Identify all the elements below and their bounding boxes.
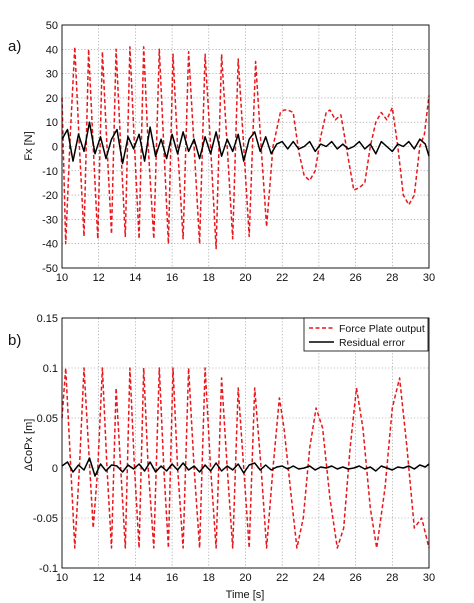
x-tick-label: 30: [423, 272, 435, 284]
x-tick-label: 14: [129, 572, 141, 584]
legend-box: [303, 317, 429, 352]
y-tick-label: -50: [42, 263, 58, 275]
y-tick-label: -10: [42, 166, 58, 178]
x-tick-label: 10: [56, 572, 68, 584]
y-tick-label: 0.1: [43, 363, 58, 375]
x-tick-label: 28: [386, 272, 398, 284]
y-tick-label: -30: [42, 214, 58, 226]
x-tick-label: 14: [129, 272, 141, 284]
panel-label-b: b): [8, 332, 21, 349]
x-tick-label: 18: [203, 272, 215, 284]
x-tick-label: 26: [349, 572, 361, 584]
x-tick-label: 18: [203, 572, 215, 584]
y-tick-label: 40: [46, 44, 58, 56]
x-tick-label: 26: [349, 272, 361, 284]
y-tick-label: 0.15: [37, 313, 58, 325]
chart-panel-b: b) ΔCoPx [m] Time [s] Force Plate output…: [8, 313, 435, 601]
x-axis-label-b: Time [s]: [226, 589, 265, 601]
x-tick-label: 28: [386, 572, 398, 584]
y-tick-label: -0.1: [39, 563, 58, 575]
y-tick-label: 0.05: [37, 413, 58, 425]
y-tick-label: 0: [52, 142, 58, 154]
legend-label-residual: Residual error: [339, 337, 405, 349]
series-line-b-0: [61, 367, 430, 549]
x-tick-label: 12: [93, 272, 105, 284]
chart-panel-a: a) Fx [N] 10 12 14 16 18 20 22 24 26 28 30 -50 -40 -3…: [8, 20, 435, 284]
x-tick-label: 16: [166, 572, 178, 584]
series-line-b-1: [61, 457, 430, 477]
series-line-a-1: [61, 121, 430, 165]
axes-frame-b: [61, 317, 430, 569]
y-tick-label: 0: [52, 463, 58, 475]
x-tick-label: 10: [56, 272, 68, 284]
x-tick-label: 30: [423, 572, 435, 584]
x-tick-label: 24: [313, 572, 325, 584]
y-tick-label: -0.05: [33, 513, 58, 525]
axes-frame-a: [61, 24, 430, 269]
x-tick-label: 12: [93, 572, 105, 584]
x-tick-label: 22: [276, 572, 288, 584]
x-tick-label: 24: [313, 272, 325, 284]
x-tick-label: 20: [239, 272, 251, 284]
y-axis-label-a: Fx [N]: [23, 131, 35, 160]
panel-label-a: a): [8, 38, 21, 55]
legend-label-force-plate: Force Plate output: [339, 323, 425, 335]
legend: Force Plate output Residual error: [303, 317, 429, 352]
y-tick-label: 30: [46, 69, 58, 81]
y-tick-label: -40: [42, 239, 58, 251]
y-tick-label: 10: [46, 117, 58, 129]
y-tick-label: 50: [46, 20, 58, 32]
series-line-a-0: [61, 46, 430, 250]
y-tick-label: -20: [42, 190, 58, 202]
x-tick-label: 20: [239, 572, 251, 584]
y-axis-label-b: ΔCoPx [m]: [23, 419, 35, 472]
y-tick-label: 20: [46, 93, 58, 105]
x-tick-label: 16: [166, 272, 178, 284]
x-tick-label: 22: [276, 272, 288, 284]
